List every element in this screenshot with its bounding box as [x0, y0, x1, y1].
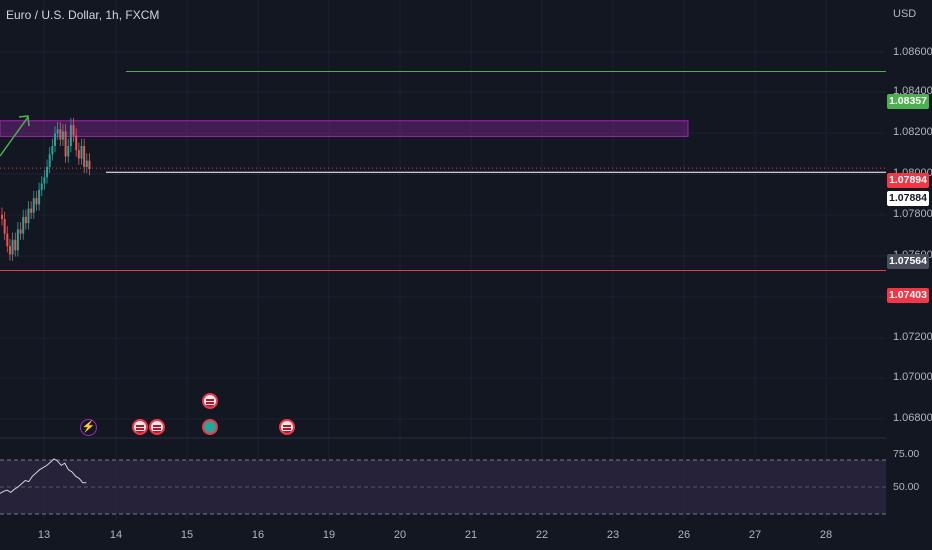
candle-body: [24, 216, 27, 224]
candle-body: [35, 198, 38, 205]
arrow-shaft: [0, 116, 29, 157]
candle-body: [61, 131, 64, 140]
candle-body: [22, 216, 25, 234]
price-axis-label: 1.07000: [893, 371, 932, 383]
price-axis-label: 1.06800: [893, 412, 932, 424]
candle-body: [46, 166, 49, 178]
price-axis-label: 1.08600: [893, 46, 932, 58]
candle-body: [6, 233, 9, 247]
time-axis-label: 22: [535, 529, 549, 541]
price-axis-label: 1.07800: [893, 208, 932, 220]
candle-body: [16, 229, 19, 251]
us-flag-event-icon[interactable]: [132, 419, 148, 435]
candle-body: [32, 198, 35, 213]
candle-body: [3, 219, 6, 234]
last-price-tag: 1.07894: [887, 173, 929, 188]
candle-body: [14, 239, 17, 251]
candle-body: [69, 125, 72, 146]
candlestick-series: [1, 117, 91, 261]
stop-price-tag[interactable]: 1.07403: [887, 288, 929, 303]
candle-body: [59, 129, 62, 140]
candle-body: [83, 146, 86, 167]
dividend-event-icon[interactable]: [202, 419, 218, 435]
candle-body: [54, 133, 56, 146]
rsi-mid-label: 50.00: [893, 481, 920, 493]
candle-body: [85, 160, 88, 167]
prev-close-price-tag: 1.07564: [887, 254, 929, 269]
price-axis-label: 1.07200: [893, 331, 932, 343]
target-price-tag[interactable]: 1.08357: [887, 94, 929, 109]
us-flag-event-icon[interactable]: [202, 393, 218, 409]
candle-body: [77, 150, 80, 159]
candle-body: [8, 246, 11, 255]
candle-body: [72, 125, 75, 136]
arrow-head: [18, 115, 30, 127]
rsi-line: [0, 458, 87, 494]
candle-body: [64, 131, 67, 157]
candle-body: [27, 208, 30, 224]
time-axis-label: 26: [677, 529, 691, 541]
time-axis-label: 21: [464, 529, 478, 541]
time-axis-label: 15: [180, 529, 194, 541]
candle-body: [38, 189, 41, 205]
us-flag-event-icon[interactable]: [149, 419, 165, 435]
symbol-title[interactable]: Euro / U.S. Dollar, 1h, FXCM: [6, 8, 160, 22]
time-axis-label: 13: [37, 529, 51, 541]
price-axis-label: 1.08200: [893, 126, 932, 138]
candle-body: [80, 146, 83, 159]
candle-body: [1, 214, 3, 219]
candle-body: [40, 183, 43, 190]
candle-body: [30, 208, 33, 213]
us-flag-event-icon[interactable]: [279, 419, 295, 435]
time-axis-label: 14: [109, 529, 123, 541]
time-axis-label: 28: [819, 529, 833, 541]
time-axis-label: 19: [322, 529, 336, 541]
time-axis-label: 23: [606, 529, 620, 541]
time-axis-label: 16: [251, 529, 265, 541]
chart-grid: [0, 0, 886, 520]
candle-body: [67, 146, 70, 157]
rsi-upper-label: 75.00: [893, 448, 920, 460]
candle-body: [75, 135, 78, 151]
trend-arrow-drawing[interactable]: [0, 115, 30, 157]
candle-body: [11, 239, 14, 255]
time-axis-label: 20: [393, 529, 407, 541]
horizontal-line-price-tag[interactable]: 1.07884: [887, 191, 929, 206]
candle-body: [48, 154, 51, 167]
currency-label: USD: [893, 8, 917, 20]
candle-body: [56, 129, 59, 134]
candle-body: [88, 160, 91, 169]
candle-body: [51, 146, 54, 155]
candle-body: [43, 177, 46, 184]
supply-zone-rectangle[interactable]: [0, 120, 689, 137]
candle-body: [19, 229, 22, 234]
lightning-event-icon[interactable]: ⚡: [80, 419, 97, 436]
time-axis-label: 27: [748, 529, 762, 541]
